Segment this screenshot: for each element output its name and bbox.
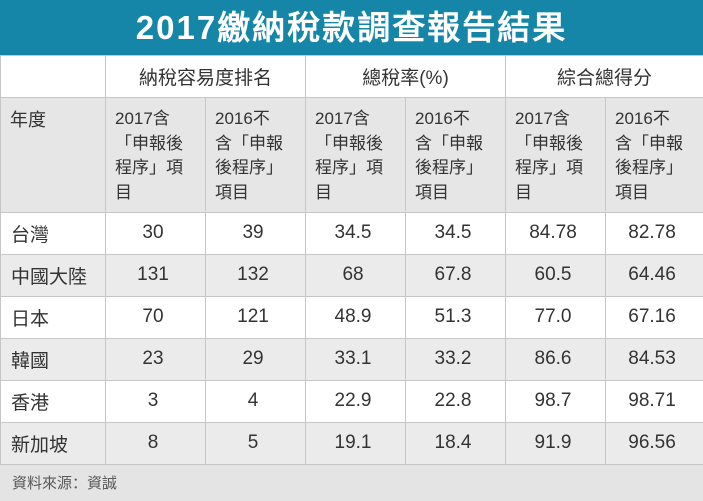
subheader-row: 年度 2017含「申報後程序」項目 2016不含「申報後程序」項目 2017含「… <box>0 97 703 213</box>
value-cell: 67.16 <box>605 295 703 339</box>
year-header-cell: 年度 <box>0 97 106 213</box>
region-cell: 中國大陸 <box>0 253 106 297</box>
value-cell: 60.5 <box>505 253 607 297</box>
value-cell: 5 <box>204 421 307 465</box>
source-label: 資料來源：資誠 <box>12 475 118 493</box>
value-cell: 34.5 <box>405 211 507 255</box>
value-cell: 77.0 <box>505 295 607 339</box>
value-cell: 96.56 <box>605 421 703 465</box>
value-cell: 22.8 <box>405 379 507 423</box>
value-cell: 18.4 <box>405 421 507 465</box>
region-cell: 日本 <box>0 295 106 339</box>
value-cell: 34.5 <box>305 211 407 255</box>
value-cell: 86.6 <box>505 337 607 381</box>
value-cell: 23 <box>105 337 206 381</box>
value-cell: 39 <box>204 211 307 255</box>
value-cell: 67.8 <box>405 253 507 297</box>
value-cell: 84.78 <box>505 211 607 255</box>
value-cell: 84.53 <box>605 337 703 381</box>
value-cell: 30 <box>105 211 206 255</box>
subheader-2016-ranking: 2016不含「申報後程序」項目 <box>204 97 307 213</box>
group-header-ease-of-paying-taxes: 納稅容易度排名 <box>104 55 307 98</box>
region-cell: 新加坡 <box>0 421 106 465</box>
value-cell: 29 <box>204 337 307 381</box>
value-cell: 98.7 <box>505 379 607 423</box>
value-cell: 4 <box>204 379 307 423</box>
value-cell: 51.3 <box>405 295 507 339</box>
value-cell: 64.46 <box>605 253 703 297</box>
value-cell: 22.9 <box>305 379 407 423</box>
table-row-japan: 日本 70 121 48.9 51.3 77.0 67.16 <box>0 295 703 339</box>
value-cell: 98.71 <box>605 379 703 423</box>
table-row-singapore: 新加坡 8 5 19.1 18.4 91.9 96.56 <box>0 421 703 465</box>
table-row-hongkong: 香港 3 4 22.9 22.8 98.7 98.71 <box>0 379 703 423</box>
title-banner: 2017繳納稅款調查報告結果 <box>0 0 703 55</box>
value-cell: 132 <box>204 253 307 297</box>
subheader-2016-score: 2016不含「申報後程序」項目 <box>605 97 703 213</box>
value-cell: 48.9 <box>305 295 407 339</box>
value-cell: 131 <box>105 253 206 297</box>
region-cell: 台灣 <box>0 211 106 255</box>
page-title: 2017繳納稅款調查報告結果 <box>135 9 568 46</box>
subheader-2017-score: 2017含「申報後程序」項目 <box>505 97 607 213</box>
value-cell: 33.1 <box>305 337 407 381</box>
value-cell: 33.2 <box>405 337 507 381</box>
tax-survey-table: 納稅容易度排名 總稅率(%) 綜合總得分 年度 2017含「申報後程序」項目 2… <box>0 55 703 465</box>
value-cell: 121 <box>204 295 307 339</box>
region-cell: 香港 <box>0 379 106 423</box>
table-row-korea: 韓國 23 29 33.1 33.2 86.6 84.53 <box>0 337 703 381</box>
value-cell: 70 <box>105 295 206 339</box>
value-cell: 68 <box>305 253 407 297</box>
table-row-china: 中國大陸 131 132 68 67.8 60.5 64.46 <box>0 253 703 297</box>
subheader-2016-taxrate: 2016不含「申報後程序」項目 <box>405 97 507 213</box>
value-cell: 91.9 <box>505 421 607 465</box>
group-header-total-tax-rate: 總稅率(%) <box>305 55 507 98</box>
value-cell: 82.78 <box>605 211 703 255</box>
region-cell: 韓國 <box>0 337 106 381</box>
table-row-taiwan: 台灣 30 39 34.5 34.5 84.78 82.78 <box>0 211 703 255</box>
group-header-row: 納稅容易度排名 總稅率(%) 綜合總得分 <box>0 55 703 98</box>
group-header-overall-score: 綜合總得分 <box>505 55 703 98</box>
source-footer: 資料來源：資誠 <box>0 464 703 501</box>
value-cell: 3 <box>105 379 206 423</box>
subheader-2017-ranking: 2017含「申報後程序」項目 <box>105 97 206 213</box>
value-cell: 8 <box>105 421 206 465</box>
subheader-2017-taxrate: 2017含「申報後程序」項目 <box>305 97 407 213</box>
value-cell: 19.1 <box>305 421 407 465</box>
corner-cell <box>0 55 106 98</box>
